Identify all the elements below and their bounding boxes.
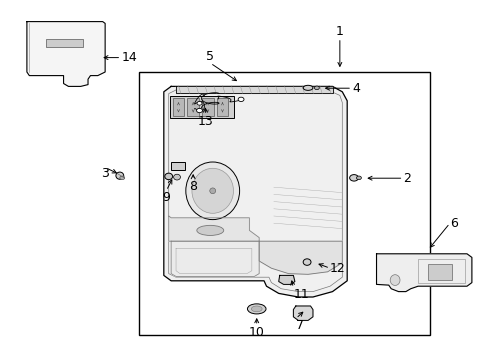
- Ellipse shape: [196, 108, 202, 113]
- Ellipse shape: [185, 162, 239, 220]
- Bar: [202, 98, 213, 116]
- Polygon shape: [176, 86, 332, 93]
- Text: 11: 11: [293, 288, 308, 301]
- Ellipse shape: [120, 176, 124, 180]
- Bar: [427, 264, 451, 280]
- Text: 7: 7: [295, 319, 303, 332]
- Ellipse shape: [247, 304, 265, 314]
- Ellipse shape: [251, 306, 262, 312]
- Polygon shape: [168, 216, 259, 241]
- Text: 12: 12: [329, 262, 345, 275]
- Ellipse shape: [238, 97, 244, 102]
- Polygon shape: [278, 275, 294, 284]
- Text: 3: 3: [101, 167, 109, 180]
- Bar: [417, 259, 464, 283]
- Text: 1: 1: [335, 25, 343, 38]
- Text: 8: 8: [189, 180, 197, 193]
- Bar: [216, 98, 228, 116]
- Bar: [139, 72, 429, 335]
- Ellipse shape: [389, 275, 399, 285]
- Text: 13: 13: [197, 115, 213, 128]
- Ellipse shape: [209, 188, 215, 194]
- Text: 9: 9: [162, 191, 170, 204]
- Text: 5: 5: [206, 50, 214, 63]
- Ellipse shape: [349, 175, 358, 181]
- Bar: [46, 39, 83, 47]
- Text: 14: 14: [121, 51, 137, 64]
- Polygon shape: [171, 241, 259, 276]
- Polygon shape: [27, 22, 105, 86]
- Text: 10: 10: [248, 326, 264, 339]
- Ellipse shape: [173, 174, 180, 180]
- Ellipse shape: [191, 168, 233, 213]
- Polygon shape: [163, 86, 346, 297]
- Polygon shape: [293, 306, 312, 320]
- Ellipse shape: [196, 225, 223, 235]
- Bar: [170, 96, 233, 118]
- Ellipse shape: [356, 176, 361, 180]
- Text: 2: 2: [403, 172, 410, 185]
- Polygon shape: [376, 254, 471, 292]
- Ellipse shape: [197, 102, 202, 105]
- Ellipse shape: [164, 173, 172, 180]
- Text: 6: 6: [449, 217, 457, 230]
- Bar: [171, 162, 184, 170]
- Bar: [172, 98, 184, 116]
- Ellipse shape: [116, 172, 123, 179]
- Ellipse shape: [303, 85, 312, 90]
- Polygon shape: [259, 241, 342, 274]
- Text: 4: 4: [351, 82, 359, 95]
- Bar: [187, 98, 199, 116]
- Ellipse shape: [314, 86, 319, 90]
- Ellipse shape: [303, 259, 310, 265]
